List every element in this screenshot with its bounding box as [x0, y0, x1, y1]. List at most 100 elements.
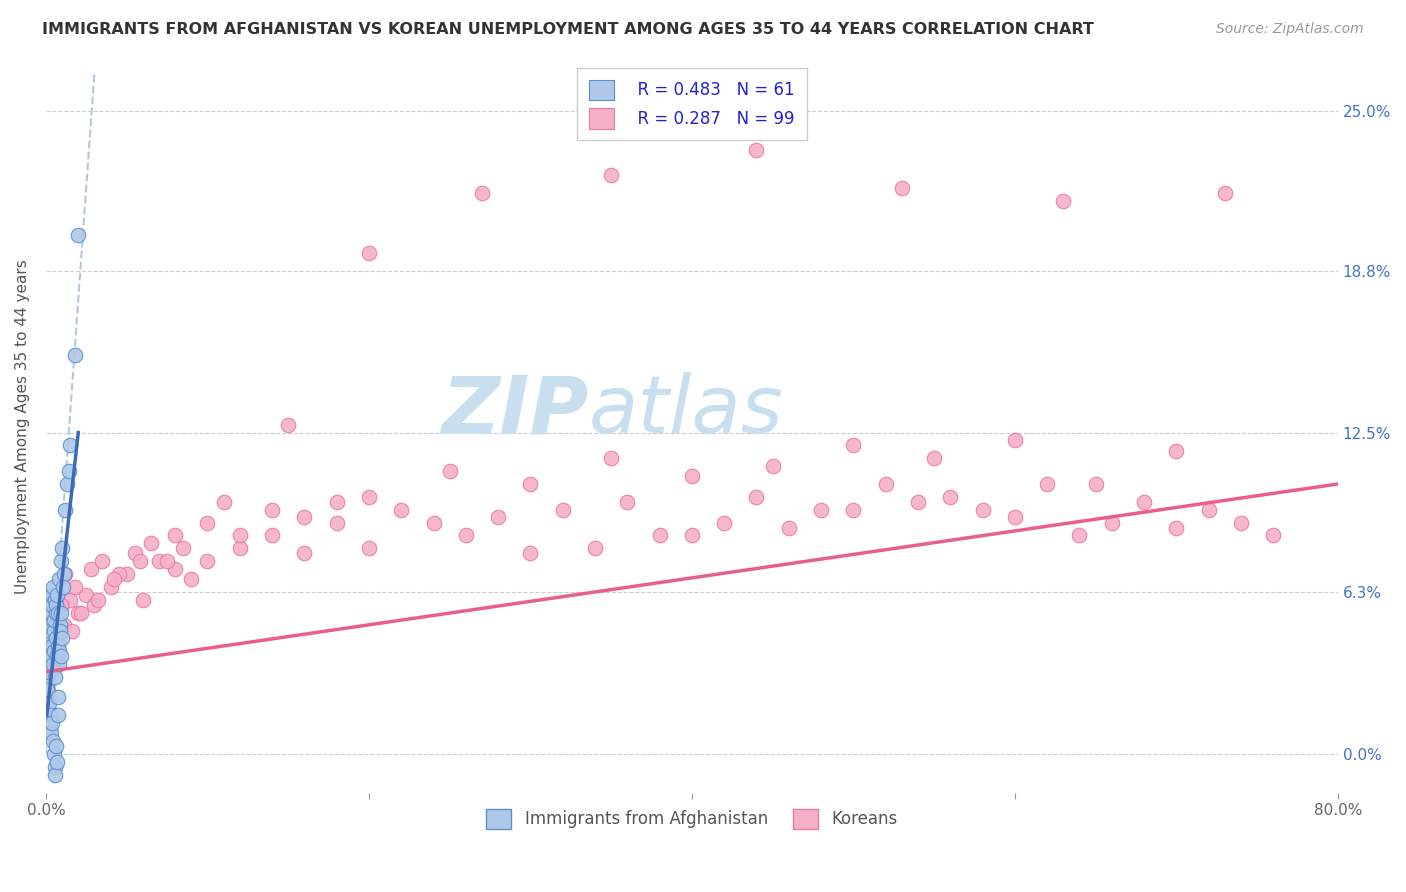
Point [45, 606, 67, 620]
Point [45, 592, 67, 607]
Point [58, 464, 80, 478]
Point [41, 588, 63, 602]
Point [39, 649, 62, 664]
Point [91, 554, 114, 568]
Point [37, 644, 59, 658]
Point [907, 495, 929, 509]
Point [60, 624, 83, 638]
Point [616, 495, 638, 509]
Point [53, 567, 76, 582]
Point [681, 469, 703, 483]
Point [41, 639, 63, 653]
Point [75, 588, 97, 602]
Point [41, 716, 63, 731]
Point [44, 670, 66, 684]
Point [260, 502, 283, 516]
Point [922, 451, 945, 466]
Text: IMMIGRANTS FROM AFGHANISTAN VS KOREAN UNEMPLOYMENT AMONG AGES 35 TO 44 YEARS COR: IMMIGRANTS FROM AFGHANISTAN VS KOREAN UN… [42, 22, 1094, 37]
Point [49, 624, 72, 638]
Point [42, 624, 65, 638]
Point [42, 657, 65, 671]
Point [1230, 516, 1253, 530]
Point [37, 632, 59, 646]
Point [292, 510, 315, 524]
Point [51, 632, 73, 646]
Point [422, 516, 444, 530]
Point [471, 186, 494, 201]
Point [42, 747, 65, 761]
Point [842, 502, 865, 516]
Point [41, 606, 63, 620]
Point [1166, 521, 1188, 535]
Point [115, 567, 138, 582]
Point [389, 502, 412, 516]
Point [229, 541, 252, 556]
Point [1101, 516, 1123, 530]
Point [42, 624, 65, 638]
Point [648, 528, 671, 542]
Point [49, 649, 72, 664]
Point [439, 464, 461, 478]
Point [37, 665, 59, 679]
Point [46, 613, 69, 627]
Point [1084, 477, 1107, 491]
Point [810, 502, 832, 516]
Point [212, 495, 235, 509]
Point [357, 541, 380, 556]
Point [1036, 477, 1059, 491]
Point [1069, 528, 1091, 542]
Point [67, 227, 90, 242]
Point [197, 554, 219, 568]
Point [42, 613, 65, 627]
Point [1198, 502, 1220, 516]
Point [38, 618, 60, 632]
Point [45, 755, 67, 769]
Point [325, 516, 347, 530]
Point [890, 181, 912, 195]
Point [37, 675, 59, 690]
Point [67, 606, 90, 620]
Point [39, 618, 62, 632]
Point [1213, 186, 1236, 201]
Point [39, 722, 62, 736]
Point [1263, 528, 1285, 542]
Point [59, 592, 82, 607]
Point [229, 528, 252, 542]
Point [37, 682, 59, 697]
Point [46, 606, 69, 620]
Point [63, 348, 86, 362]
Point [260, 528, 283, 542]
Point [583, 541, 606, 556]
Point [45, 598, 67, 612]
Point [39, 726, 62, 740]
Text: ZIP: ZIP [441, 373, 589, 450]
Point [1166, 443, 1188, 458]
Point [48, 644, 70, 658]
Point [357, 490, 380, 504]
Point [600, 169, 623, 183]
Point [49, 554, 72, 568]
Point [1133, 495, 1156, 509]
Point [51, 598, 73, 612]
Point [277, 417, 299, 432]
Legend: Immigrants from Afghanistan, Koreans: Immigrants from Afghanistan, Koreans [479, 802, 904, 836]
Point [38, 632, 60, 646]
Point [197, 516, 219, 530]
Point [519, 477, 541, 491]
Point [51, 541, 73, 556]
Point [103, 572, 125, 586]
Point [46, 649, 69, 664]
Text: atlas: atlas [589, 373, 783, 450]
Point [778, 521, 800, 535]
Point [325, 495, 347, 509]
Point [1004, 510, 1026, 524]
Point [52, 618, 75, 632]
Point [70, 606, 93, 620]
Point [42, 734, 65, 748]
Point [939, 490, 962, 504]
Point [551, 502, 574, 516]
Point [44, 767, 66, 781]
Point [53, 502, 76, 516]
Point [37, 649, 59, 664]
Point [681, 528, 703, 542]
